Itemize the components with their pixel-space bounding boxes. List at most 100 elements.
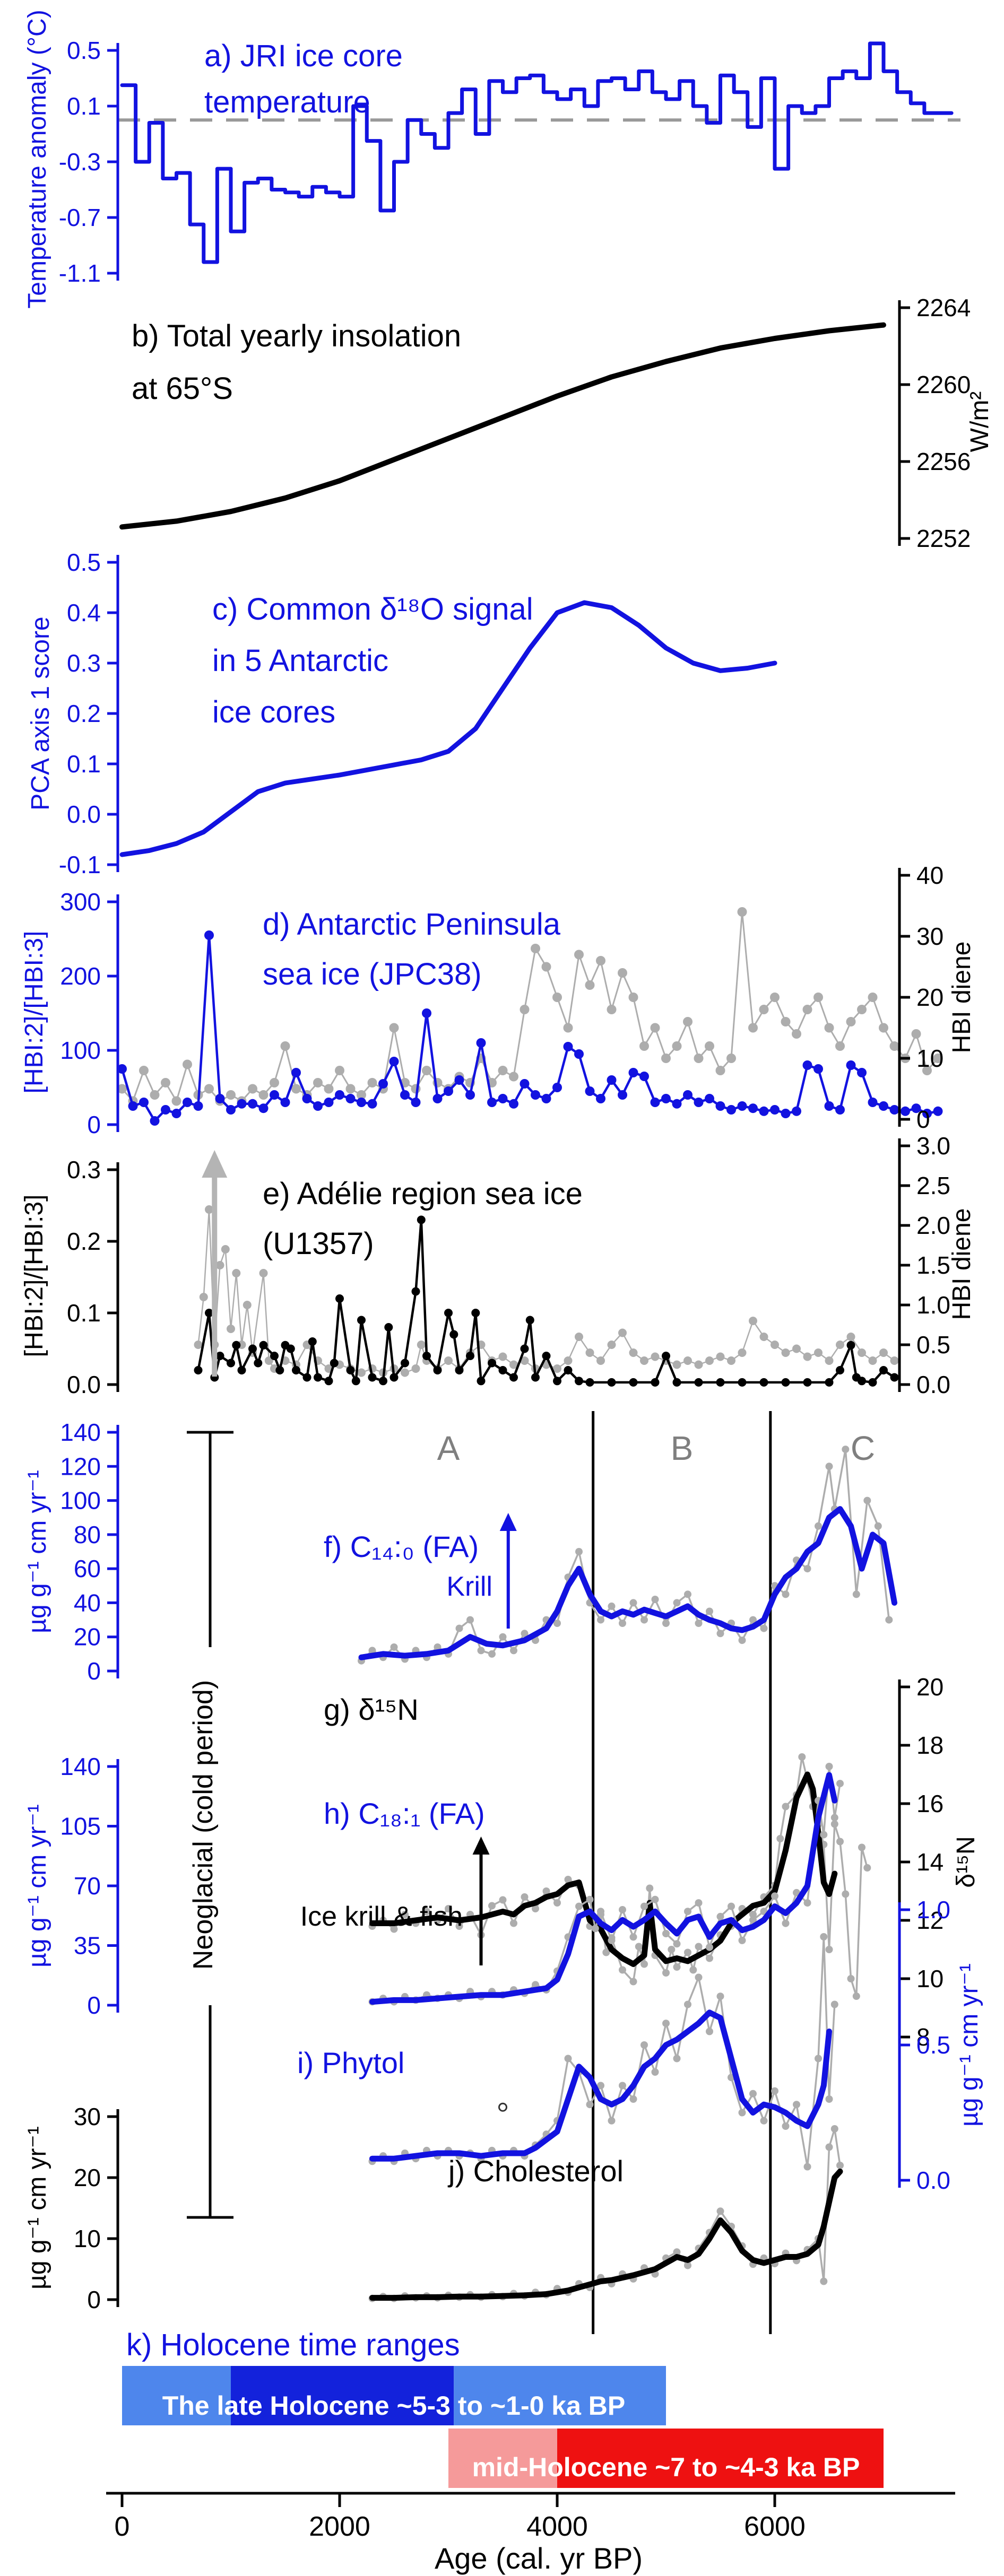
tick-label: 20: [74, 1623, 101, 1651]
tick-label: 140: [60, 1418, 101, 1446]
tick-label: 0.2: [67, 1228, 101, 1255]
panel-a-label-line2: temperature: [204, 85, 370, 119]
x-tick-label: 6000: [744, 2511, 806, 2542]
krill-annotation: Krill: [446, 1571, 492, 1602]
ice-krill-fish-annotation: Ice krill & fish: [300, 1901, 463, 1932]
panel-h-y-axis-title: µg g⁻¹ cm yr⁻¹: [23, 1804, 51, 1968]
tick-label: 0.5: [916, 2031, 950, 2059]
panel-b-label-line1: b) Total yearly insolation: [132, 319, 461, 353]
tick-label: 120: [60, 1452, 101, 1480]
late-holocene-segment: [454, 2366, 666, 2425]
series-phytol-smooth: [369, 2009, 832, 2162]
axis-h-left: 140 105 70 35 0: [60, 1753, 119, 2019]
panel-c-y-axis-title: PCA axis 1 score: [27, 616, 55, 810]
tick-label: 0.2: [67, 700, 101, 727]
tick-label: 300: [60, 888, 101, 916]
series-u1357-hbi-ratio: [194, 1215, 899, 1387]
tick-label: 2256: [916, 448, 971, 475]
tick-label: 0: [916, 1106, 930, 1133]
series-jpc38-hbi-ratio: [117, 930, 943, 1126]
tick-label: 0.0: [916, 1371, 950, 1398]
axis-e-left: 0.3 0.2 0.1 0.0: [67, 1156, 119, 1398]
tick-label: 2.5: [916, 1172, 950, 1199]
series-d15n-raw: [368, 1753, 871, 2000]
tick-label: 10: [916, 1045, 944, 1072]
outlier-open-circle: [498, 2102, 507, 2112]
tick-label: 0.0: [916, 2166, 950, 2194]
holocene-bars: [122, 2366, 884, 2488]
panel-c-label-line2: in 5 Antarctic: [212, 643, 388, 678]
series-phytol-raw: [368, 1933, 838, 2171]
tick-label: 12: [916, 1907, 944, 1934]
panel-d-right-axis-title: HBI diene: [948, 942, 976, 1054]
tick-label: 0.4: [67, 599, 101, 626]
tick-label: 40: [74, 1589, 101, 1616]
late-holocene-bar-text: The late Holocene ~5-3 to ~1-0 ka BP: [162, 2391, 626, 2421]
ice-krill-fish-up-arrow: [472, 1837, 490, 1965]
panel-i-label: i) Phytol: [297, 2046, 404, 2079]
tick-label: 0: [87, 1111, 101, 1138]
tick-label: 30: [74, 2103, 101, 2130]
panel-b-label-line2: at 65°S: [132, 371, 233, 406]
tick-label: 2.0: [916, 1212, 950, 1239]
x-tick-label: 2000: [309, 2511, 370, 2542]
series-u1357-hbi-diene-raw: [194, 1205, 899, 1377]
tick-label: 0.3: [67, 1156, 101, 1183]
tick-label: -0.1: [59, 851, 101, 878]
tick-label: 20: [74, 2164, 101, 2191]
series-jri-temperature-anomaly: [120, 41, 954, 264]
panel-i-outlier: [498, 2102, 507, 2112]
axis-g-right: 20 18 16 14 12 10 8: [898, 1673, 944, 2051]
tick-label: 10: [916, 1965, 944, 1992]
offscale-up-arrow: [202, 1150, 228, 1377]
zone-label-c: C: [851, 1429, 875, 1467]
series-c14-0-fa-smooth: [358, 1506, 897, 1660]
tick-label: 2264: [916, 294, 971, 321]
chart-render-layer: 0.5 0.1 -0.3 -0.7 -1.1 2264 2260 2256 2252 0.5 0.4…: [59, 37, 971, 2542]
panel-f-y-axis-title: µg g⁻¹ cm yr⁻¹: [23, 1470, 51, 1633]
tick-label: 80: [74, 1521, 101, 1548]
panel-g-label: g) δ¹⁵N: [324, 1693, 419, 1726]
panel-g-y-axis-title: δ¹⁵N: [952, 1836, 980, 1887]
tick-label: 200: [60, 962, 101, 990]
tick-label: -1.1: [59, 259, 101, 287]
panel-j-y-axis-title: µg g⁻¹ cm yr⁻¹: [23, 2126, 51, 2290]
tick-label: 100: [60, 1487, 101, 1515]
tick-label: 100: [60, 1037, 101, 1064]
x-axis-title: Age (cal. yr BP): [435, 2542, 643, 2575]
axis-b-right: 2264 2260 2256 2252: [898, 294, 971, 552]
tick-label: 0.1: [67, 750, 101, 778]
tick-label: -0.3: [59, 148, 101, 176]
tick-label: 18: [916, 1731, 944, 1759]
tick-label: 1.0: [916, 1291, 950, 1319]
mid-holocene-segment: [448, 2429, 557, 2488]
panel-c-label-line3: ice cores: [212, 695, 335, 729]
panel-a-y-axis-title: Temperature anomaly (°C): [23, 10, 51, 308]
tick-label: 14: [916, 1848, 944, 1876]
panel-a-label-line1: a) JRI ice core: [204, 39, 403, 73]
series-c18-1-fa-smooth: [369, 1772, 838, 2005]
panel-c-label-line1: c) Common δ¹⁸O signal: [212, 592, 533, 626]
mid-holocene-bar-text: mid-Holocene ~7 to ~4-3 ka BP: [472, 2452, 860, 2482]
axis-j-left: 30 20 10 0: [74, 2103, 119, 2313]
tick-label: 20: [916, 984, 944, 1011]
axis-c-left: 0.5 0.4 0.3 0.2 0.1 0.0 -0.1: [59, 549, 119, 878]
tick-label: 40: [916, 861, 944, 889]
tick-label: 10: [74, 2225, 101, 2252]
zone-label-b: B: [671, 1429, 694, 1467]
label-layer: a) JRI ice core temperature Temperature …: [20, 10, 994, 2575]
late-holocene-segment: [122, 2366, 231, 2425]
tick-label: 0.0: [67, 800, 101, 828]
panel-h-label: h) C₁₈:₁ (FA): [324, 1797, 485, 1830]
panel-b-y-axis-title: W/m²: [966, 391, 994, 452]
x-tick-label: 4000: [526, 2511, 588, 2542]
axis-a-left: 0.5 0.1 -0.3 -0.7 -1.1: [59, 37, 119, 287]
tick-label: -0.7: [59, 204, 101, 231]
tick-label: 1.0: [916, 1896, 950, 1924]
tick-label: 0.5: [67, 37, 101, 64]
panel-k-label: k) Holocene time ranges: [126, 2328, 460, 2362]
tick-label: 60: [74, 1555, 101, 1582]
tick-label: 0.3: [67, 649, 101, 677]
